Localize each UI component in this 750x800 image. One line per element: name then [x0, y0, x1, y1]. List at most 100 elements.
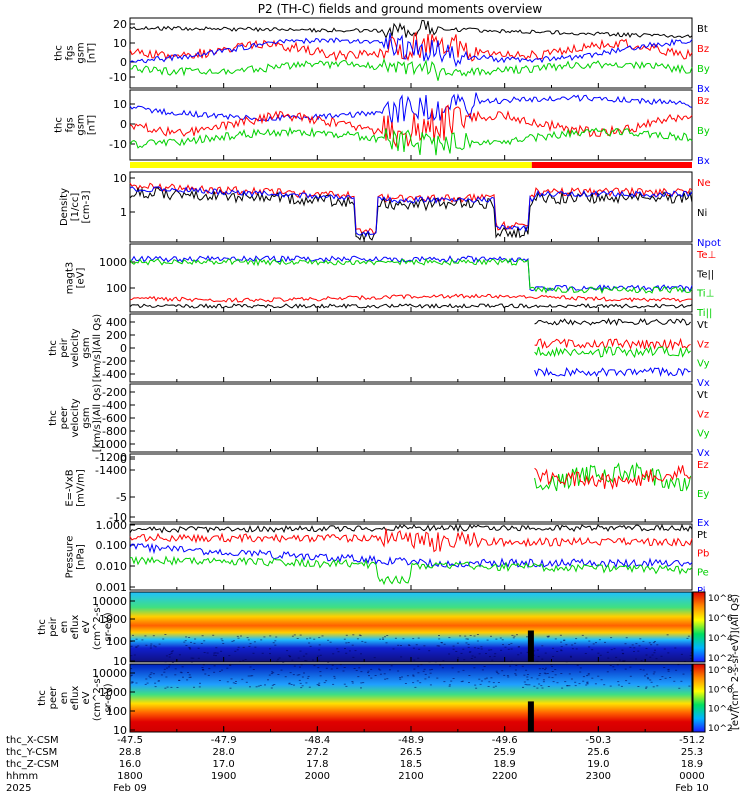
series-line: [534, 464, 691, 491]
axis-tick-label: 18.9: [681, 759, 703, 770]
axis-tick-label: 28.0: [213, 747, 235, 758]
axis-tick-label: 27.2: [306, 747, 328, 758]
y-tick-label: 100: [106, 635, 127, 648]
y-tick-label: -1200: [95, 451, 127, 464]
colorbar-tick: 10^2: [708, 654, 733, 664]
axis-tick-label: -48.4: [304, 735, 330, 746]
legend-vt: Vt: [697, 390, 708, 401]
y-axis-label: thcpeirvelocitygsm[km/s](All Qs): [48, 314, 103, 382]
y-tick-label: 1: [120, 206, 127, 219]
y-tick-label: -400: [102, 399, 127, 412]
series-line: [129, 293, 693, 303]
axis-tick-label: -51.2: [679, 735, 705, 746]
panel-frame: [129, 171, 693, 243]
series-line: [129, 542, 693, 569]
legend-npot: Npot: [697, 238, 721, 249]
legend-vy: Vy: [697, 429, 710, 440]
legend-by: By: [697, 64, 710, 75]
y-axis-label: thcpeerenefluxeV(cm^2-s-sr-eV): [37, 674, 114, 721]
series-line: [534, 345, 691, 359]
axis-tick-label: 16.0: [119, 759, 141, 770]
series-line: [129, 186, 693, 242]
y-axis-label: thcfgsgsm[nT]: [54, 114, 98, 135]
axis-tick-label: 2000: [305, 771, 330, 782]
panel-peer-velocity: -200-400-600-800-1000-1200-1400 thcpeerve…: [48, 383, 710, 477]
legend-ne: Ne: [697, 178, 711, 189]
axis-tick-label: 28.8: [119, 747, 141, 758]
axis-tick-label: 0000: [679, 771, 704, 782]
y-axis-label: thcfgsgsm[nT]: [54, 42, 98, 63]
panel-pressure: 1.0000.1000.0100.001Pressure[nPa]PtPbPeP…: [65, 519, 710, 597]
legend-bx: Bx: [697, 84, 710, 95]
legend-vt: Vt: [697, 320, 708, 331]
y-tick-label: 0: [120, 118, 127, 131]
axis-tick-label: 19.0: [587, 759, 609, 770]
axis-tick-label: 1800: [117, 771, 142, 782]
legend-vz: Vz: [697, 409, 709, 420]
legend-te: Te||: [696, 269, 714, 280]
y-tick-label: 10000: [92, 667, 127, 680]
legend-pb: Pb: [697, 549, 709, 560]
legend-ni: Ni: [697, 208, 707, 219]
y-tick-label: 10: [113, 98, 127, 111]
axis-row-label: thc_Z-CSM: [6, 759, 59, 770]
legend-pe: Pe: [697, 567, 709, 578]
axis-row-label: thc_X-CSM: [6, 735, 59, 746]
panel-frame: [129, 523, 693, 591]
axis-tick-label: Feb 10: [675, 783, 709, 794]
axis-tick-label: 2100: [398, 771, 423, 782]
series-line: [129, 303, 693, 309]
axis-row-label: 2025: [6, 783, 31, 794]
legend-te: Te⊥: [696, 250, 716, 261]
panel-efield: 0 -5 -10 E=-VxB[mV/m] Ez Ey Ex: [65, 453, 710, 529]
legend-ex: Ex: [697, 518, 709, 529]
y-tick-label: 0: [120, 56, 127, 69]
y-tick-label: -1400: [95, 464, 127, 477]
legend-ti: Ti⊥: [696, 289, 714, 300]
axis-tick-label: 17.0: [213, 759, 235, 770]
y-tick-label: -10: [109, 511, 127, 524]
axis-row-label: thc_Y-CSM: [6, 747, 57, 758]
y-tick-label: 10: [113, 724, 127, 737]
axis-tick-label: 18.5: [400, 759, 422, 770]
axis-tick-label: 26.5: [400, 747, 422, 758]
legend-by: By: [697, 126, 710, 137]
figure-title: P2 (TH-C) fields and ground moments over…: [258, 2, 543, 16]
legend-bx: Bx: [697, 156, 710, 167]
panel-frame: [129, 453, 693, 523]
panel-frame: [129, 383, 693, 453]
y-tick-label: -1000: [95, 438, 127, 451]
legend-ti: Ti||: [696, 308, 712, 319]
y-axis-label: Density[1/cc][cm-3]: [59, 188, 92, 226]
y-tick-label: -200: [102, 386, 127, 399]
colorbar-label: [eV/(cm^2-s-sr-eV)](All Qs): [730, 594, 741, 730]
y-tick-label: -200: [102, 355, 127, 368]
y-tick-label: 200: [106, 329, 127, 342]
y-axis-label: Pressure[nPa]: [65, 536, 87, 579]
axis-tick-label: 25.9: [494, 747, 516, 758]
y-axis-label: E=-VxB[mV/m]: [65, 469, 87, 507]
legend-vx: Vx: [697, 378, 710, 389]
axis-tick-label: 25.6: [587, 747, 609, 758]
y-tick-label: 1000: [99, 686, 127, 699]
series-line: [129, 104, 693, 148]
series-line: [129, 92, 693, 125]
legend-ey: Ey: [697, 489, 709, 500]
y-tick-label: 1.000: [96, 519, 128, 532]
y-tick-label: 1000: [99, 613, 127, 626]
panel-peir-eflux: 10000 1000 100 10 thcpeirenefluxeV(cm^2-s-sr…: [37, 591, 693, 668]
y-tick-label: 0: [120, 453, 127, 466]
colorbar-tick: 10^6: [708, 614, 733, 624]
series-line: [534, 337, 691, 351]
y-tick-label: 400: [106, 316, 127, 329]
y-axis-label: magt3[eV]: [65, 262, 87, 295]
colorbar-tick: 10^4: [708, 705, 733, 715]
y-tick-label: -10: [109, 138, 127, 151]
y-tick-label: 0.010: [96, 560, 128, 573]
legend-bt: Bt: [697, 24, 708, 35]
axis-tick-label: -50.3: [585, 735, 611, 746]
y-tick-label: 10: [113, 172, 127, 185]
y-tick-label: 100: [106, 282, 127, 295]
y-tick-label: 10: [113, 37, 127, 50]
